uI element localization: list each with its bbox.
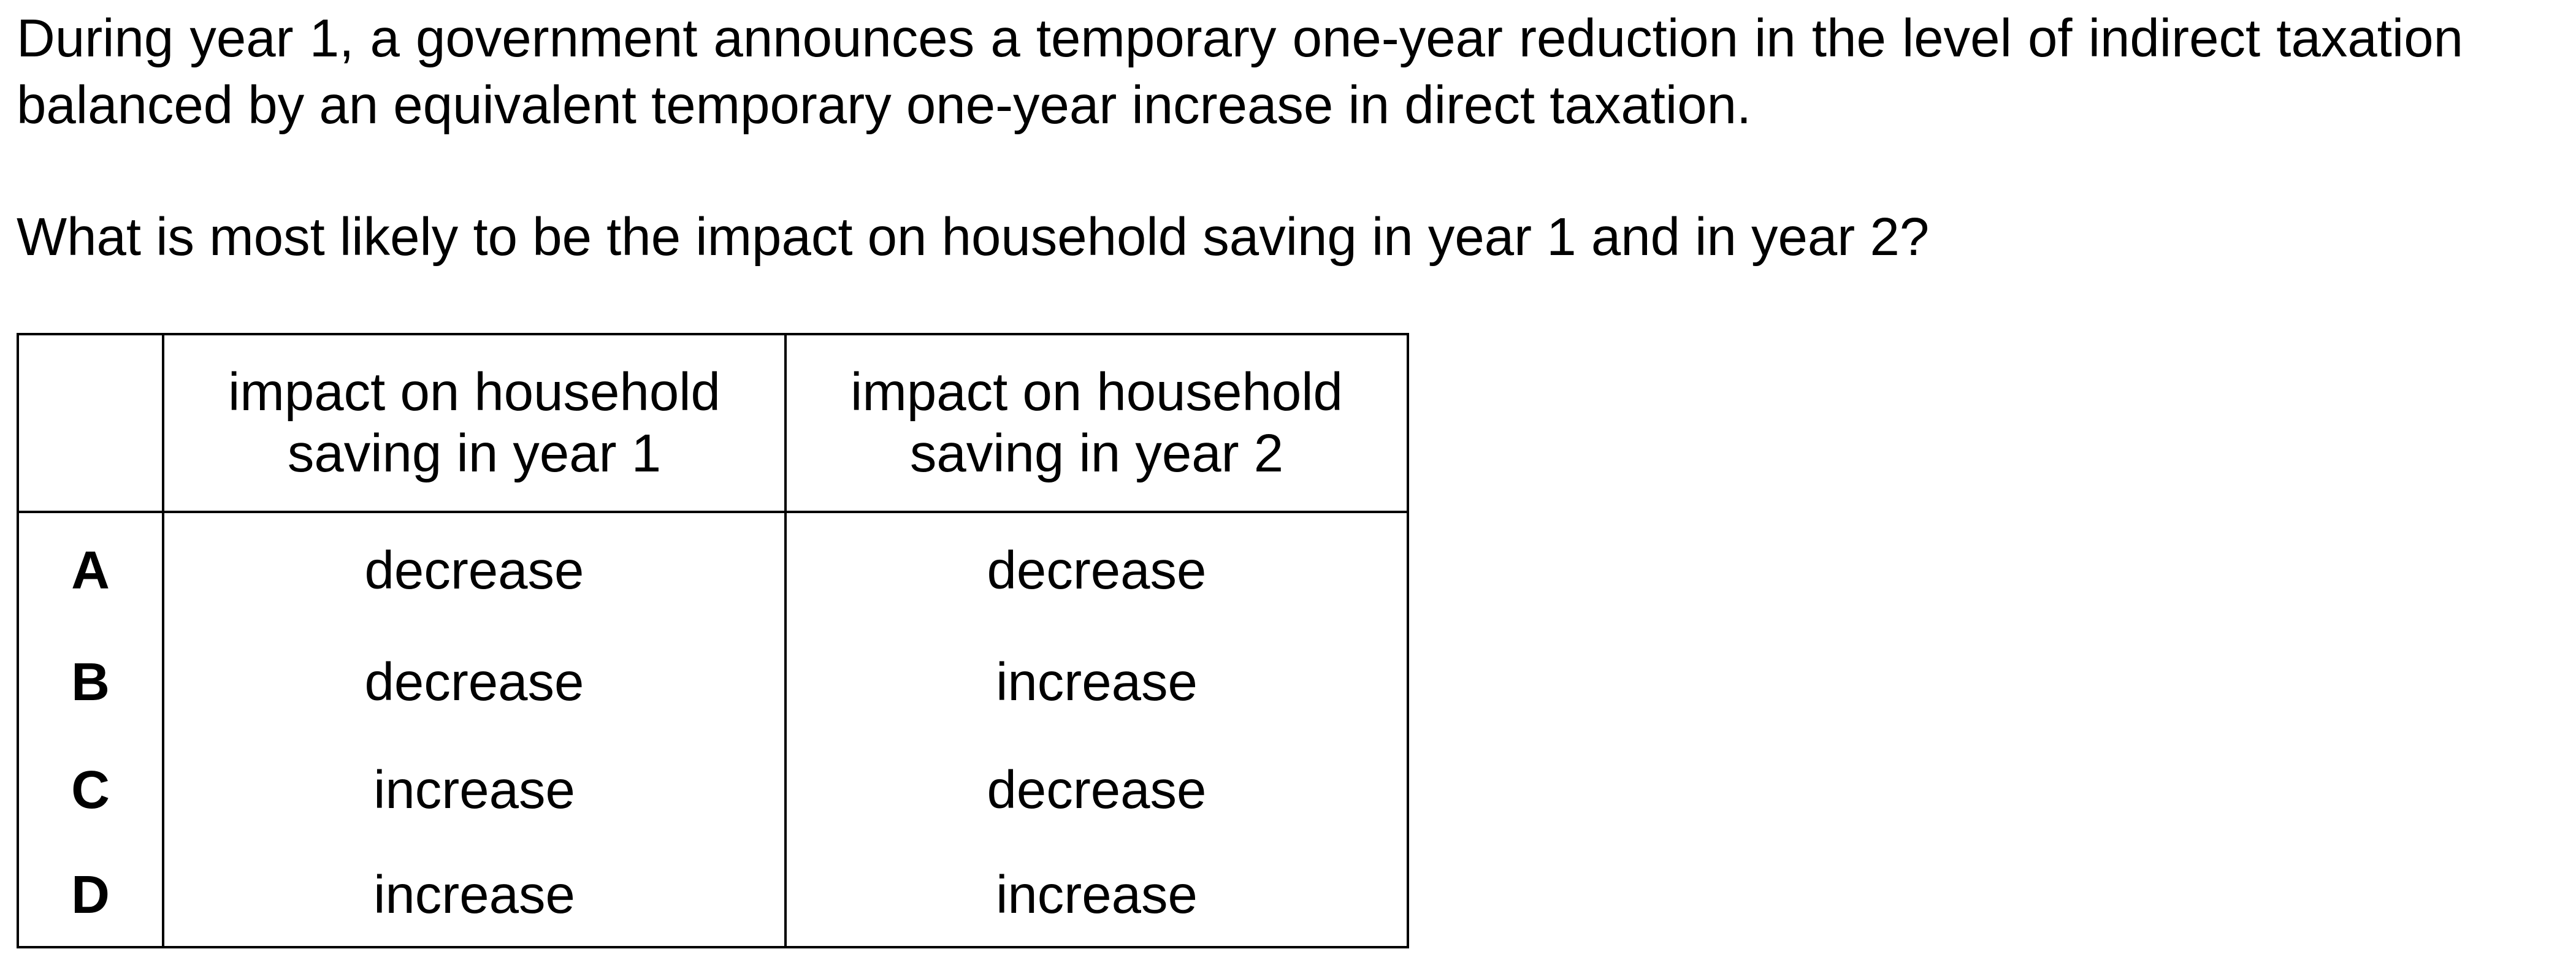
option-year2-impact: decrease [784,736,1409,844]
table-header-row: impact on household saving in year 1 imp… [17,333,1409,513]
header-year1-line1: impact on household [228,362,720,422]
option-row-b: B decrease increase [17,628,1409,736]
header-year1-line2: saving in year 1 [287,424,662,483]
option-key: D [17,844,164,948]
option-year2-impact: increase [784,844,1409,948]
question-stem: During year 1, a government announces a … [17,5,2463,139]
option-key: A [17,512,164,628]
option-year2-impact: decrease [784,512,1409,628]
header-key-cell [17,333,164,513]
header-year2-cell: impact on household saving in year 2 [784,333,1409,513]
header-year2-line1: impact on household [850,362,1343,422]
option-year2-impact: increase [784,628,1409,736]
answer-options-table: impact on household saving in year 1 imp… [17,333,1409,948]
option-key: C [17,736,164,844]
option-key: B [17,628,164,736]
option-year1-impact: increase [162,844,787,948]
option-year1-impact: decrease [162,628,787,736]
header-year1-cell: impact on household saving in year 1 [162,333,787,513]
header-year2-line2: saving in year 2 [909,424,1284,483]
question-stem-text: During year 1, a government announces a … [17,9,2463,135]
option-year1-impact: increase [162,736,787,844]
question-prompt: What is most likely to be the impact on … [17,207,1930,267]
option-row-d: D increase increase [17,844,1409,948]
option-row-c: C increase decrease [17,736,1409,844]
option-row-a: A decrease decrease [17,512,1409,628]
option-year1-impact: decrease [162,512,787,628]
